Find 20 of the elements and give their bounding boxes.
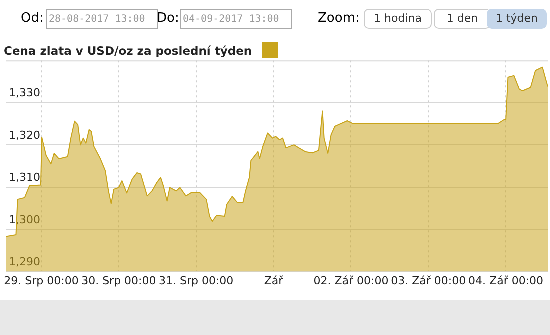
x-tick-label: 30. Srp 00:00 (82, 274, 156, 288)
text: 28-08-2017 13:00 (46, 9, 158, 29)
text: 1 den (434, 9, 491, 29)
x-tick-label: 02. Zář 00:00 (314, 274, 389, 288)
text: Zoom: (318, 11, 360, 26)
chart-title: Cena zlata v USD/oz za poslední týden (4, 44, 252, 58)
x-tick-label: 31. Srp 00:00 (159, 274, 234, 288)
x-tick-label: 29. Srp 00:00 (4, 274, 79, 288)
y-tick-label: 1,290 (9, 256, 40, 269)
text: Do: (157, 11, 180, 26)
text: Od: (21, 11, 44, 26)
x-tick-label: Zář (264, 274, 284, 288)
text: 1 týden (487, 9, 547, 29)
y-tick-label: 1,320 (9, 128, 40, 142)
x-tick-label: 03. Zář 00:00 (391, 274, 466, 288)
x-tick-label: 04. Zář 00:00 (468, 274, 544, 288)
text: 1 hodina (364, 9, 432, 29)
y-tick-label: 1,330 (9, 86, 40, 100)
y-tick-label: 1,310 (9, 171, 40, 184)
text: 04-09-2017 13:00 (180, 9, 292, 29)
